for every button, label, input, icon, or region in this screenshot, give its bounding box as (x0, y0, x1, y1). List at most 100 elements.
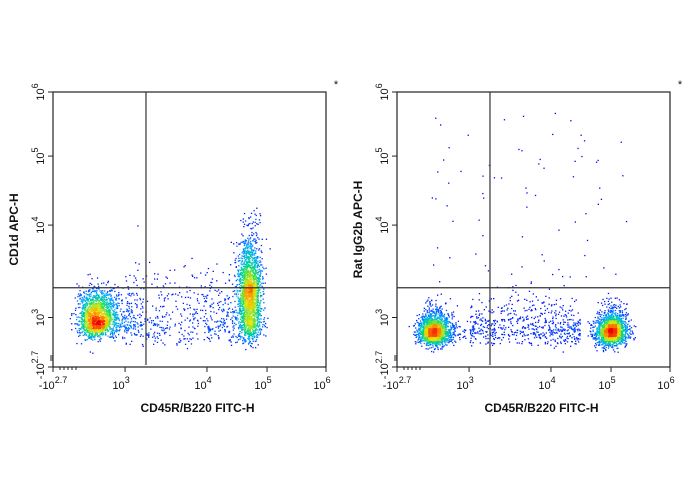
data-point (242, 308, 244, 310)
data-point (257, 326, 259, 328)
data-point (255, 218, 257, 221)
data-point (126, 304, 128, 306)
data-point (95, 314, 97, 316)
data-point (249, 303, 251, 306)
data-point (93, 317, 95, 319)
data-point (550, 329, 552, 332)
data-point (250, 274, 252, 276)
data-point (122, 337, 124, 340)
data-point (253, 314, 255, 316)
corner-asterisk: * (334, 79, 339, 91)
data-point (111, 336, 114, 338)
data-point (251, 276, 253, 278)
data-point (112, 328, 114, 330)
data-point (234, 290, 236, 292)
data-point (218, 338, 220, 340)
data-point (201, 293, 203, 296)
data-point (251, 253, 253, 255)
data-point (142, 301, 144, 303)
data-point (255, 280, 257, 282)
data-point (207, 326, 209, 328)
data-point (251, 284, 253, 286)
data-point (245, 307, 247, 310)
data-point (248, 311, 250, 313)
data-point (241, 288, 243, 290)
data-point (244, 320, 246, 322)
data-point (153, 343, 155, 345)
data-point (227, 325, 229, 328)
data-point (260, 321, 262, 324)
data-point (249, 331, 251, 334)
data-point (92, 299, 94, 301)
data-point (469, 341, 471, 344)
data-point (98, 339, 101, 341)
data-point (471, 345, 473, 347)
data-point (604, 300, 606, 303)
data-point (443, 159, 445, 161)
data-point (509, 318, 511, 321)
data-point (183, 308, 185, 310)
data-point (504, 328, 506, 331)
data-point (239, 300, 241, 303)
data-point (105, 305, 107, 307)
data-point (240, 257, 242, 259)
data-point (249, 256, 251, 258)
data-point (214, 289, 216, 291)
data-point (258, 289, 261, 291)
data-point (250, 331, 252, 334)
data-point (524, 327, 526, 330)
data-point (570, 310, 572, 312)
data-point (181, 333, 183, 336)
data-point (76, 283, 78, 285)
data-point (241, 264, 243, 266)
data-point (481, 329, 483, 331)
data-point (87, 330, 89, 332)
data-point (257, 299, 259, 301)
data-point (480, 318, 482, 320)
data-point (551, 310, 553, 312)
data-point (252, 289, 254, 291)
data-point (107, 280, 109, 282)
data-point (563, 315, 565, 317)
data-point (94, 309, 96, 311)
data-point (242, 326, 244, 329)
data-point (550, 333, 553, 336)
data-point (485, 337, 487, 340)
data-point (265, 267, 267, 269)
data-point (512, 324, 514, 327)
data-point (195, 311, 197, 313)
data-point (93, 300, 95, 302)
data-point (244, 325, 246, 328)
data-point (79, 320, 81, 323)
data-point (543, 334, 545, 337)
data-point (244, 285, 246, 287)
data-point (96, 297, 98, 299)
data-point (90, 315, 92, 317)
data-point (85, 329, 87, 331)
data-point (418, 314, 420, 316)
data-point (223, 322, 225, 325)
data-point (617, 305, 619, 308)
data-point (105, 314, 107, 316)
data-point (204, 325, 206, 328)
data-point (253, 266, 255, 268)
data-point (434, 348, 436, 350)
data-point (240, 318, 242, 320)
data-point (113, 324, 115, 326)
data-point (221, 291, 223, 293)
data-point (251, 267, 253, 270)
data-point (253, 279, 255, 281)
data-point (249, 248, 251, 250)
data-point (218, 294, 220, 296)
data-point (236, 311, 238, 314)
data-point (614, 351, 616, 353)
data-point (165, 314, 167, 316)
data-point (545, 319, 547, 321)
data-point (518, 342, 520, 344)
data-point (81, 302, 83, 304)
data-point (109, 306, 111, 308)
data-point (262, 282, 264, 284)
data-point (258, 261, 261, 264)
data-point (106, 329, 109, 331)
data-point (259, 270, 262, 272)
